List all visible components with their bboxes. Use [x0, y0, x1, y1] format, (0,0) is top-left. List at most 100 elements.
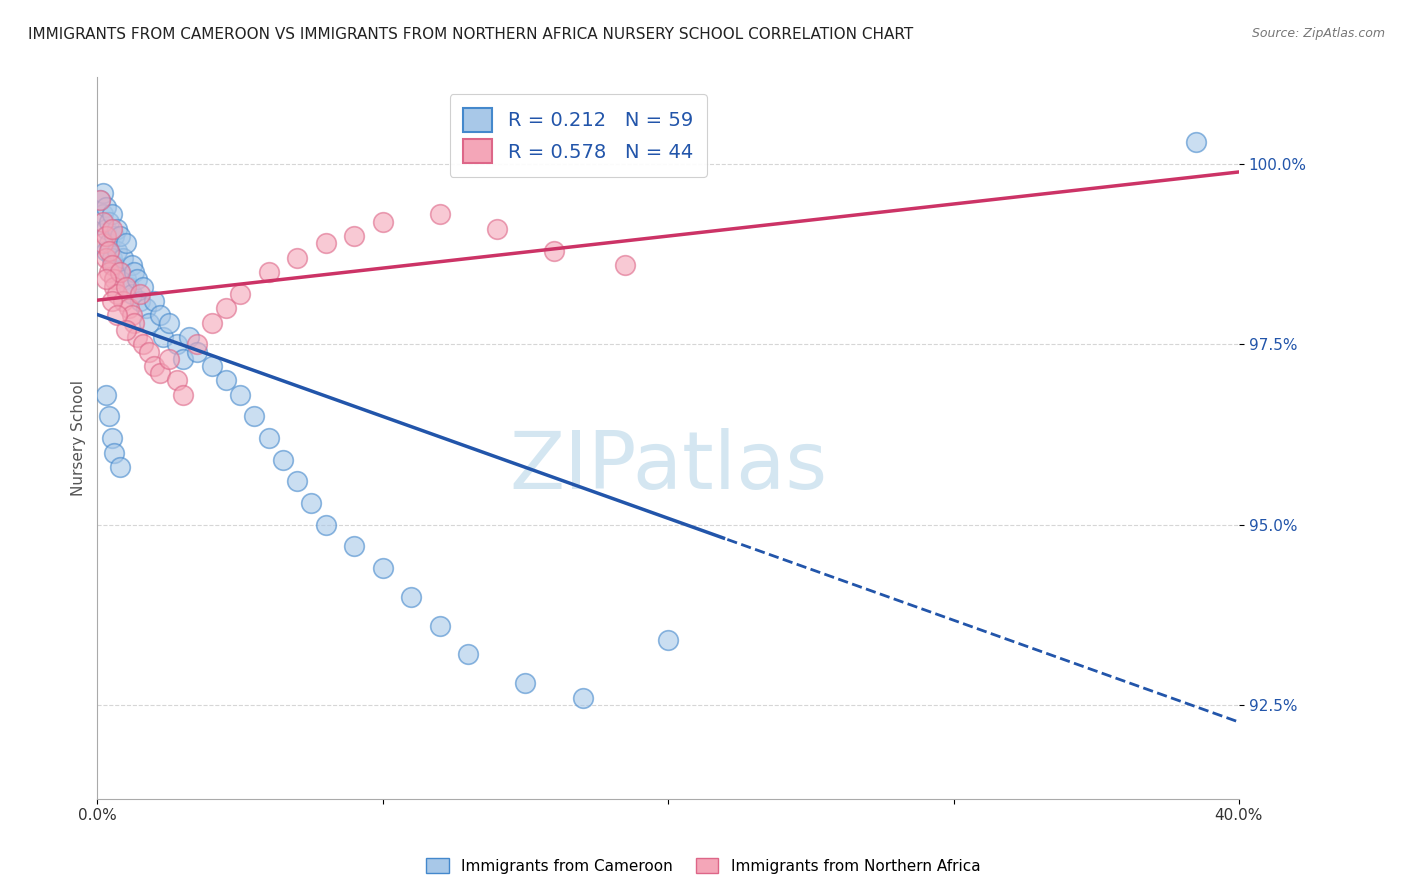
Point [172, 388, 194, 402]
Point [157, 351, 180, 366]
Point [118, 279, 141, 293]
Text: ZIPatlas: ZIPatlas [509, 428, 827, 506]
Point [105, 222, 128, 236]
Text: IMMIGRANTS FROM CAMEROON VS IMMIGRANTS FROM NORTHERN AFRICA NURSERY SCHOOL CORRE: IMMIGRANTS FROM CAMEROON VS IMMIGRANTS F… [28, 27, 914, 42]
Point [229, 286, 252, 301]
Point [94, 222, 117, 236]
Legend: R = 0.212   N = 59, R = 0.578   N = 44: R = 0.212 N = 59, R = 0.578 N = 44 [450, 95, 707, 177]
Point [100, 222, 122, 236]
Point [103, 272, 125, 286]
Point [132, 337, 155, 351]
Point [200, 359, 222, 373]
Point [94, 388, 117, 402]
Point [97, 236, 120, 251]
Point [115, 272, 138, 286]
Point [97, 265, 120, 279]
Point [257, 265, 280, 279]
Point [103, 445, 125, 459]
Point [91, 207, 114, 221]
Point [166, 337, 188, 351]
Point [271, 452, 294, 467]
Point [343, 539, 366, 553]
Point [177, 330, 200, 344]
Point [121, 286, 143, 301]
Point [108, 459, 131, 474]
Point [285, 251, 308, 265]
Point [200, 316, 222, 330]
Point [299, 496, 322, 510]
Point [121, 309, 143, 323]
Point [657, 633, 679, 648]
Point [124, 265, 146, 279]
Point [108, 265, 131, 279]
Point [89, 193, 111, 207]
Y-axis label: Nursery School: Nursery School [72, 380, 86, 496]
Point [149, 366, 172, 380]
Point [186, 337, 208, 351]
Point [97, 409, 120, 424]
Legend: Immigrants from Cameroon, Immigrants from Northern Africa: Immigrants from Cameroon, Immigrants fro… [419, 852, 987, 880]
Point [108, 265, 131, 279]
Point [115, 236, 138, 251]
Point [94, 272, 117, 286]
Point [100, 251, 122, 265]
Point [166, 373, 188, 387]
Point [371, 215, 394, 229]
Point [89, 193, 111, 207]
Point [215, 373, 238, 387]
Point [129, 286, 152, 301]
Point [103, 258, 125, 272]
Point [157, 316, 180, 330]
Point [315, 517, 337, 532]
Point [100, 207, 122, 221]
Point [97, 215, 120, 229]
Point [94, 229, 117, 244]
Point [121, 258, 143, 272]
Point [243, 409, 266, 424]
Point [229, 388, 252, 402]
Point [112, 293, 135, 308]
Point [315, 236, 337, 251]
Point [143, 359, 166, 373]
Point [100, 293, 122, 308]
Point [543, 244, 565, 258]
Point [127, 330, 149, 344]
Point [94, 200, 117, 214]
Point [97, 244, 120, 258]
Point [94, 251, 117, 265]
Point [429, 207, 451, 221]
Point [103, 229, 125, 244]
Point [1185, 136, 1208, 150]
Point [149, 309, 172, 323]
Point [172, 351, 194, 366]
Point [115, 279, 138, 293]
Point [371, 561, 394, 575]
Point [485, 222, 508, 236]
Point [105, 286, 128, 301]
Point [129, 293, 152, 308]
Text: Source: ZipAtlas.com: Source: ZipAtlas.com [1251, 27, 1385, 40]
Point [135, 301, 157, 316]
Point [127, 272, 149, 286]
Point [91, 215, 114, 229]
Point [343, 229, 366, 244]
Point [108, 229, 131, 244]
Point [105, 309, 128, 323]
Point [186, 344, 208, 359]
Point [571, 690, 593, 705]
Point [257, 431, 280, 445]
Point [94, 244, 117, 258]
Point [138, 344, 160, 359]
Point [112, 251, 135, 265]
Point [515, 676, 537, 690]
Point [152, 330, 174, 344]
Point [401, 590, 423, 604]
Point [457, 648, 479, 662]
Point [103, 279, 125, 293]
Point [115, 323, 138, 337]
Point [100, 431, 122, 445]
Point [118, 301, 141, 316]
Point [91, 186, 114, 200]
Point [215, 301, 238, 316]
Point [100, 258, 122, 272]
